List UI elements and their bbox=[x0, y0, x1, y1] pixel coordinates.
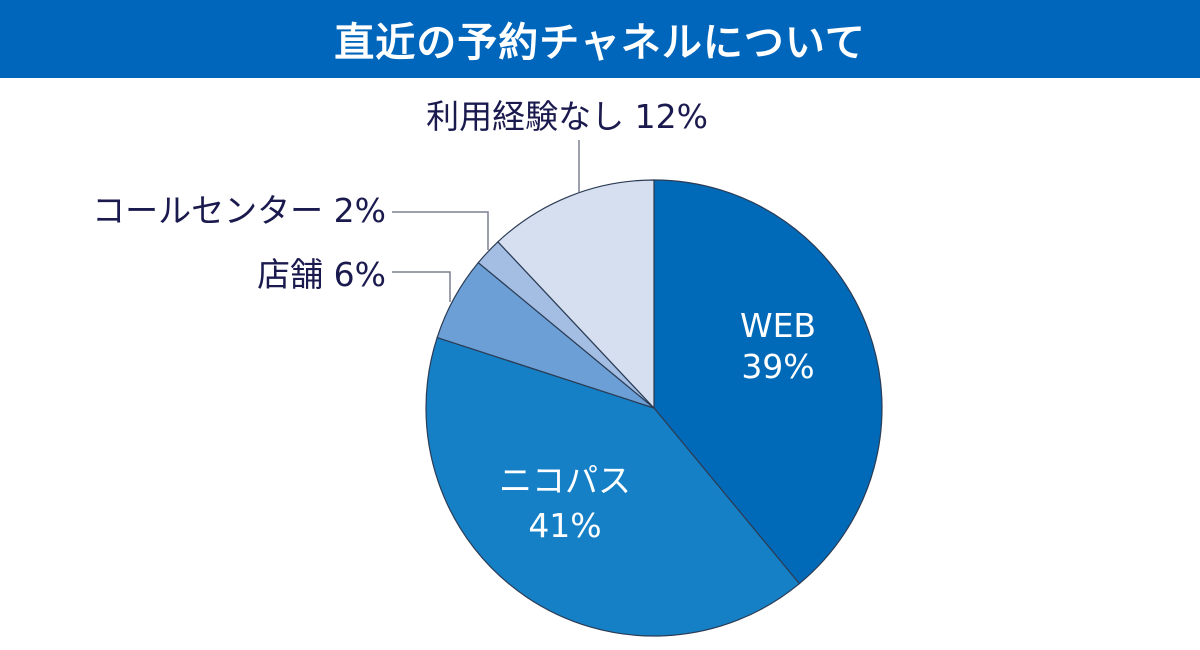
slice-label-no-experience: 利用経験なし 12% bbox=[426, 97, 708, 136]
title-bar: 直近の予約チャネルについて bbox=[0, 0, 1200, 78]
slice-label-store-value: 6% bbox=[334, 255, 386, 294]
slice-label-web: WEB bbox=[740, 306, 816, 345]
pie-slices bbox=[425, 179, 883, 637]
slice-value-web: 39% bbox=[741, 347, 814, 386]
slice-label-nicopass: ニコパス bbox=[499, 461, 631, 500]
pie-slice-web bbox=[653, 179, 883, 585]
slice-label-no-experience-name: 利用経験なし bbox=[426, 97, 624, 136]
leader-line-callcenter bbox=[392, 211, 489, 250]
leader-line-store bbox=[392, 271, 451, 302]
leader-lines bbox=[392, 140, 580, 302]
slice-label-store: 店舗 6% bbox=[257, 255, 386, 294]
slice-label-callcenter-value: 2% bbox=[334, 191, 386, 230]
chart-title: 直近の予約チャネルについて bbox=[334, 20, 866, 66]
slice-label-store-name: 店舗 bbox=[257, 255, 323, 294]
slice-label-no-experience-value: 12% bbox=[635, 97, 708, 136]
pie-slice-nicopass bbox=[425, 336, 801, 637]
pie-slice-no-experience bbox=[497, 179, 655, 410]
slice-label-callcenter-name: コールセンター bbox=[92, 191, 323, 230]
slice-label-callcenter: コールセンター 2% bbox=[92, 191, 386, 230]
slice-value-nicopass: 41% bbox=[528, 506, 601, 545]
